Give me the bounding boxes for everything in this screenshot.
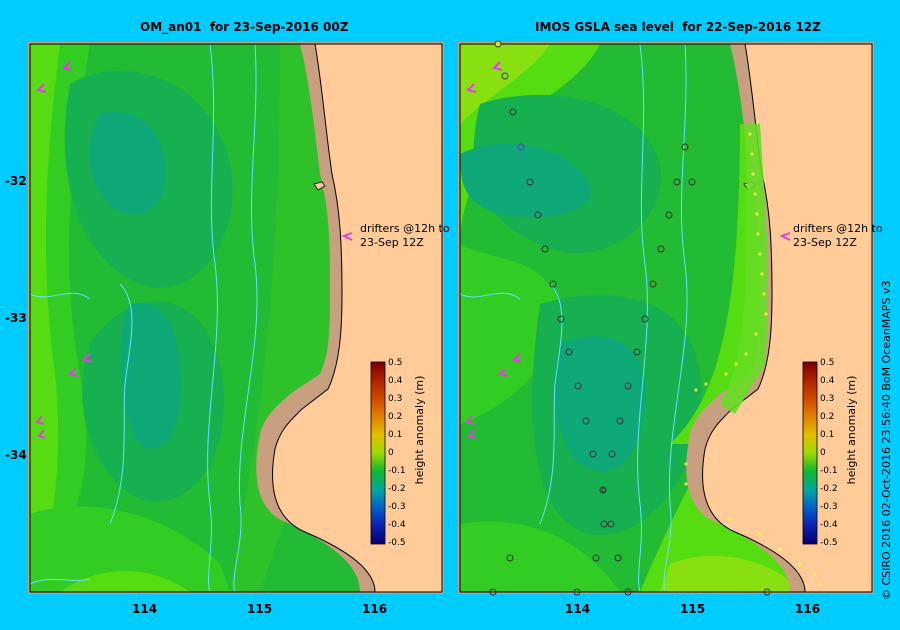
y-tick-2: -34 <box>5 448 27 462</box>
cb-right-label: -0.3 <box>820 502 838 512</box>
cb-left-label: -0.3 <box>388 502 406 512</box>
right-coastal-dots <box>684 132 822 586</box>
y-tick-1: -33 <box>5 311 27 325</box>
right-altimeter-circles <box>489 40 771 596</box>
right-drifters-label-line2: 23-Sep 12Z <box>793 236 857 249</box>
cb-right-label: -0.5 <box>820 538 838 548</box>
cb-left-label: 0.3 <box>388 394 402 404</box>
cb-left-label: 0.1 <box>388 430 402 440</box>
cb-right-label: 0 <box>820 448 826 458</box>
cb-left-label: 0.5 <box>388 358 402 368</box>
right-colorbar <box>802 361 818 545</box>
cb-right-label: 0.5 <box>820 358 834 368</box>
cb-left-label: -0.5 <box>388 538 406 548</box>
right-panel-title: IMOS GSLA sea level for 22-Sep-2016 12Z <box>535 20 821 34</box>
cb-right-label: 0.1 <box>820 430 834 440</box>
right-colorbar-labels: 0.5 0.4 0.3 0.2 0.1 0 -0.1 -0.2 -0.3 -0.… <box>820 358 838 548</box>
right-x-tick-2: 116 <box>795 602 820 616</box>
right-drifter-arrows <box>465 61 791 439</box>
cb-right-label: 0.4 <box>820 376 835 386</box>
left-x-tick-2: 116 <box>362 602 387 616</box>
cb-left-label: 0.2 <box>388 412 402 422</box>
left-map-panel <box>28 42 444 594</box>
right-drifters-label-line1: drifters @12h to <box>793 222 883 235</box>
left-panel-title: OM_an01 for 23-Sep-2016 00Z <box>140 20 349 34</box>
cb-left-label: 0 <box>388 448 394 458</box>
right-x-tick-1: 115 <box>680 602 705 616</box>
right-map-panel <box>458 40 874 596</box>
left-colorbar-labels: 0.5 0.4 0.3 0.2 0.1 0 -0.1 -0.2 -0.3 -0.… <box>388 358 406 548</box>
cb-right-label: 0.3 <box>820 394 834 404</box>
cb-left-label: -0.2 <box>388 484 406 494</box>
left-drifter-arrows <box>35 61 353 439</box>
cb-right-label: -0.4 <box>820 520 838 530</box>
left-colorbar <box>370 361 386 545</box>
cb-right-label: -0.2 <box>820 484 838 494</box>
cb-left-label: -0.4 <box>388 520 406 530</box>
y-tick-0: -32 <box>5 174 27 188</box>
right-x-tick-0: 114 <box>565 602 590 616</box>
left-x-tick-1: 115 <box>247 602 272 616</box>
cb-left-label: -0.1 <box>388 466 406 476</box>
left-drifters-label-line2: 23-Sep 12Z <box>360 236 424 249</box>
left-x-tick-0: 114 <box>132 602 157 616</box>
cb-right-label: 0.2 <box>820 412 834 422</box>
cb-right-label: -0.1 <box>820 466 838 476</box>
left-colorbar-title: height anomaly (m) <box>413 376 426 485</box>
left-drifters-label-line1: drifters @12h to <box>360 222 450 235</box>
credit-text: © CSIRO 2016 02-Oct-2016 23:56:40 BoM Oc… <box>880 281 893 600</box>
right-colorbar-title: height anomaly (m) <box>845 376 858 485</box>
cb-left-label: 0.4 <box>388 376 403 386</box>
